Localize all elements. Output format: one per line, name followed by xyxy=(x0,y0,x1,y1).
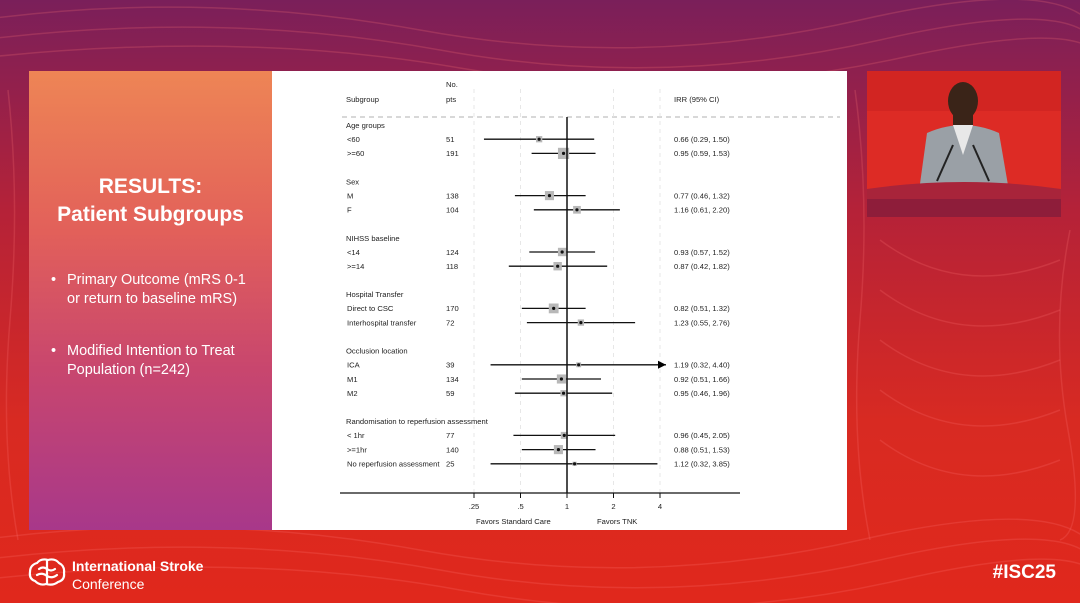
row-irr-text: 0.93 (0.57, 1.52) xyxy=(674,248,730,257)
row-n: 170 xyxy=(446,304,459,313)
row-irr-text: 0.88 (0.51, 1.53) xyxy=(674,445,730,454)
row-irr-text: 0.82 (0.51, 1.32) xyxy=(674,304,730,313)
point-estimate xyxy=(556,264,560,268)
row-irr-text: 0.92 (0.51, 1.66) xyxy=(674,375,730,384)
row-n: 118 xyxy=(446,262,458,271)
row-irr-text: 0.96 (0.45, 2.05) xyxy=(674,431,730,440)
point-estimate xyxy=(562,433,566,437)
row-n: 39 xyxy=(446,361,454,370)
speaker-video xyxy=(867,71,1061,217)
group-label: Randomisation to reperfusion assessment xyxy=(346,417,489,426)
point-estimate xyxy=(573,462,577,466)
row-n: 140 xyxy=(446,445,459,454)
bullet-icon: • xyxy=(51,343,57,359)
group-label: Hospital Transfer xyxy=(346,290,404,299)
bullet-text: Primary Outcome (mRS 0-1 or return to ba… xyxy=(67,272,246,307)
header-subgroup-label: Subgroup xyxy=(346,95,379,104)
x-tick-label: .5 xyxy=(517,502,523,511)
x-tick-label: 1 xyxy=(565,502,569,511)
forest-plot: No. pts Subgroup IRR (95% CI) Age groups <60 5… xyxy=(340,80,840,526)
conference-hashtag: #ISC25 xyxy=(992,562,1056,583)
bullet-item: • Primary Outcome (mRS 0-1 or return to … xyxy=(51,271,261,308)
slide-title-line2: Patient Subgroups xyxy=(57,203,244,226)
point-estimate xyxy=(552,306,556,310)
row-n: 191 xyxy=(446,149,459,158)
group-label: Sex xyxy=(346,177,359,186)
point-estimate xyxy=(560,250,564,254)
row-irr-text: 1.16 (0.61, 2.20) xyxy=(674,206,730,215)
ci-arrow-icon xyxy=(658,360,666,369)
group-label: Age groups xyxy=(346,121,385,130)
point-estimate xyxy=(579,321,583,325)
x-tick-label: 4 xyxy=(658,502,662,511)
row-label: ICA xyxy=(347,361,361,370)
point-estimate xyxy=(556,448,561,452)
group-label: Occlusion location xyxy=(346,347,408,356)
row-n: 51 xyxy=(446,135,454,144)
row-label: <14 xyxy=(347,248,360,257)
forest-plot-panel: No. pts Subgroup IRR (95% CI) Age groups <60 5… xyxy=(272,71,847,530)
x-tick-label: 2 xyxy=(611,502,615,511)
row-n: 138 xyxy=(446,191,459,200)
speaker-video-image xyxy=(867,71,1061,217)
row-n: 72 xyxy=(446,318,454,327)
row-label: Direct to CSC xyxy=(347,304,394,313)
row-irr-text: 1.12 (0.32, 3.85) xyxy=(674,460,730,469)
favors-left-label: Favors Standard Care xyxy=(476,517,551,526)
group-label: NIHSS baseline xyxy=(346,234,400,243)
row-n: 104 xyxy=(446,206,459,215)
row-irr-text: 0.95 (0.46, 1.96) xyxy=(674,389,730,398)
point-estimate xyxy=(559,377,564,381)
row-irr-text: 0.66 (0.29, 1.50) xyxy=(674,135,730,144)
row-label: F xyxy=(347,206,352,215)
conference-name: International Stroke xyxy=(72,558,204,574)
row-n: 124 xyxy=(446,248,459,257)
point-estimate xyxy=(561,151,566,155)
header-no-label: No. xyxy=(446,80,458,89)
favors-right-label: Favors TNK xyxy=(597,517,637,526)
slide-title-line1: RESULTS: xyxy=(98,175,203,198)
point-estimate xyxy=(575,208,579,212)
point-estimate xyxy=(577,363,581,367)
brain-logo-icon xyxy=(28,558,66,586)
row-irr-text: 0.77 (0.46, 1.32) xyxy=(674,191,730,200)
slide-left-panel: RESULTS: Patient Subgroups • Primary Out… xyxy=(29,71,272,530)
row-irr-text: 1.19 (0.32, 4.40) xyxy=(674,361,730,370)
row-label: M1 xyxy=(347,375,358,384)
row-irr-text: 0.95 (0.59, 1.53) xyxy=(674,149,730,158)
row-label: No reperfusion assessment xyxy=(347,460,440,469)
row-irr-text: 1.23 (0.55, 2.76) xyxy=(674,318,730,327)
row-label: >=1hr xyxy=(347,445,367,454)
point-estimate xyxy=(537,137,541,141)
row-n: 77 xyxy=(446,431,454,440)
point-estimate xyxy=(547,194,552,198)
row-label: < 1hr xyxy=(347,431,365,440)
row-irr-text: 0.87 (0.42, 1.82) xyxy=(674,262,730,271)
header-irr-label: IRR (95% CI) xyxy=(674,95,720,104)
row-label: >=60 xyxy=(347,149,364,158)
conference-name-line2: Conference xyxy=(72,576,145,592)
row-label: M xyxy=(347,191,353,200)
row-label: <60 xyxy=(347,135,360,144)
row-label: Interhospital transfer xyxy=(347,318,417,327)
x-tick-label: .25 xyxy=(469,502,480,511)
row-label: >=14 xyxy=(347,262,364,271)
bullet-icon: • xyxy=(51,272,57,288)
row-n: 134 xyxy=(446,375,459,384)
header-pts-label: pts xyxy=(446,95,456,104)
slide-title: RESULTS: Patient Subgroups xyxy=(29,173,272,229)
row-label: M2 xyxy=(347,389,358,398)
row-n: 59 xyxy=(446,389,454,398)
bullet-list: • Primary Outcome (mRS 0-1 or return to … xyxy=(51,271,261,413)
bullet-item: • Modified Intention to Treat Population… xyxy=(51,342,261,379)
point-estimate xyxy=(561,391,566,395)
bullet-text: Modified Intention to Treat Population (… xyxy=(67,343,235,378)
row-n: 25 xyxy=(446,460,454,469)
